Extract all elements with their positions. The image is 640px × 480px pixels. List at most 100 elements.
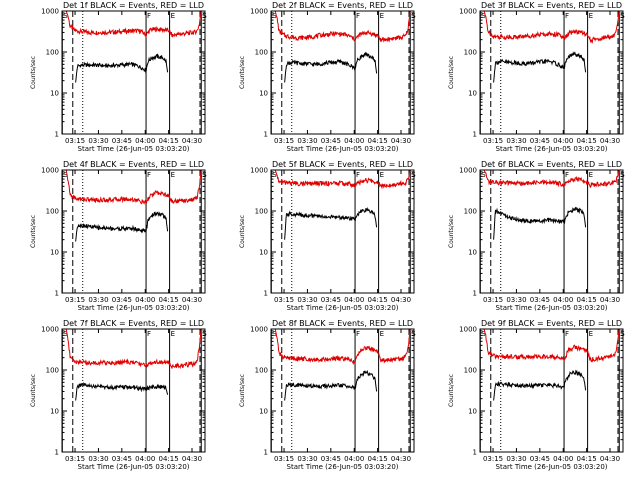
x-tick-label: 03:30 [506, 137, 526, 145]
x-tick-label: 03:15 [483, 455, 503, 463]
x-tick-label: 04:30 [391, 296, 411, 304]
y-tick-label: 1 [55, 131, 59, 139]
y-tick-label: 1000 [41, 326, 59, 334]
panel-title: Det 4f BLACK = Events, RED = LLD [63, 160, 204, 169]
y-tick-label: 1 [55, 449, 59, 457]
plot-frame [270, 328, 415, 453]
event-marker-label: S [272, 12, 277, 20]
events-rate-line [75, 211, 169, 242]
x-tick-label: 03:45 [321, 296, 341, 304]
y-tick-label: 10 [50, 90, 59, 98]
y-tick-label: 1 [473, 449, 477, 457]
plot-frame [61, 328, 206, 453]
x-axis-label: Start Time (26-Jun-05 03:03:20) [496, 304, 608, 312]
y-tick-label: 100 [464, 367, 477, 375]
event-marker-label: S [481, 12, 486, 20]
y-tick-label: 10 [259, 90, 268, 98]
x-tick-label: 04:30 [391, 455, 411, 463]
lld-rate-line [274, 11, 411, 43]
panel-title: Det 5f BLACK = Events, RED = LLD [272, 160, 413, 169]
events-rate-line [493, 51, 587, 83]
event-marker-label: F [356, 12, 360, 20]
event-marker-label: S [63, 171, 68, 179]
plot-frame [61, 169, 206, 294]
event-marker-label: S [272, 330, 277, 338]
x-tick-label: 03:45 [321, 455, 341, 463]
x-tick-label: 03:15 [65, 296, 85, 304]
y-tick-label: 1000 [250, 167, 268, 175]
event-marker-label: F [356, 330, 360, 338]
y-axis-label: Counts/sec [448, 215, 455, 248]
lld-rate-line [274, 329, 411, 366]
x-tick-label: 03:30 [297, 455, 317, 463]
event-marker-label: F [147, 330, 151, 338]
y-tick-label: 1000 [459, 167, 477, 175]
x-tick-label: 03:30 [506, 296, 526, 304]
event-marker-label: E [171, 171, 175, 179]
y-tick-label: 100 [255, 208, 268, 216]
event-marker-label: F [565, 171, 569, 179]
event-marker-label: E [589, 330, 593, 338]
x-axis-label: Start Time (26-Jun-05 03:03:20) [78, 145, 190, 153]
event-marker-label: F [147, 12, 151, 20]
x-tick-label: 04:15 [368, 137, 388, 145]
x-tick-label: 04:00 [344, 296, 364, 304]
event-marker-label: F [147, 171, 151, 179]
x-tick-label: 04:15 [368, 296, 388, 304]
x-tick-label: 04:00 [553, 296, 573, 304]
y-axis-label: Counts/sec [30, 56, 37, 89]
y-tick-label: 1000 [459, 8, 477, 16]
x-tick-label: 03:30 [88, 455, 108, 463]
panel-title: Det 7f BLACK = Events, RED = LLD [63, 319, 204, 328]
y-tick-label: 100 [464, 208, 477, 216]
x-axis-label: Start Time (26-Jun-05 03:03:20) [287, 145, 399, 153]
x-tick-label: 04:15 [368, 455, 388, 463]
y-tick-label: 100 [464, 49, 477, 57]
y-tick-label: 10 [259, 408, 268, 416]
events-rate-line [493, 206, 587, 240]
plot-frame [479, 328, 624, 453]
x-tick-label: 03:30 [88, 137, 108, 145]
x-tick-label: 03:45 [112, 296, 132, 304]
x-axis-label: Start Time (26-Jun-05 03:03:20) [287, 304, 399, 312]
y-axis-label: Counts/sec [448, 56, 455, 89]
x-axis-label: Start Time (26-Jun-05 03:03:20) [78, 304, 190, 312]
y-tick-label: 100 [255, 49, 268, 57]
x-tick-label: 04:00 [344, 137, 364, 145]
y-tick-label: 1 [55, 290, 59, 298]
event-marker-label: E [380, 12, 384, 20]
x-tick-label: 03:15 [483, 296, 503, 304]
x-axis-label: Start Time (26-Jun-05 03:03:20) [287, 463, 399, 471]
event-marker-label: E [589, 171, 593, 179]
y-axis-label: Counts/sec [30, 215, 37, 248]
y-tick-label: 100 [46, 208, 59, 216]
panel-title: Det 3f BLACK = Events, RED = LLD [481, 1, 622, 10]
x-tick-label: 04:30 [391, 137, 411, 145]
x-tick-label: 04:15 [159, 455, 179, 463]
x-tick-label: 04:00 [553, 455, 573, 463]
events-rate-line [284, 51, 378, 83]
x-tick-label: 04:15 [577, 137, 597, 145]
event-marker-label: E [171, 330, 175, 338]
lld-rate-line [65, 329, 202, 370]
x-tick-label: 04:30 [600, 296, 620, 304]
panel-title: Det 2f BLACK = Events, RED = LLD [272, 1, 413, 10]
x-tick-label: 03:45 [530, 455, 550, 463]
panel-title: Det 9f BLACK = Events, RED = LLD [481, 319, 622, 328]
event-marker-label: S [63, 12, 68, 20]
lld-rate-line [274, 170, 411, 190]
x-tick-label: 03:45 [321, 137, 341, 145]
x-tick-label: 03:15 [65, 137, 85, 145]
x-tick-label: 03:45 [530, 296, 550, 304]
panel-title: Det 6f BLACK = Events, RED = LLD [481, 160, 622, 169]
lld-rate-line [483, 170, 620, 189]
event-marker-label: F [565, 12, 569, 20]
y-axis-label: Counts/sec [448, 374, 455, 407]
x-tick-label: 04:15 [577, 455, 597, 463]
event-marker-label: E [380, 171, 384, 179]
event-marker-label: S [481, 330, 486, 338]
